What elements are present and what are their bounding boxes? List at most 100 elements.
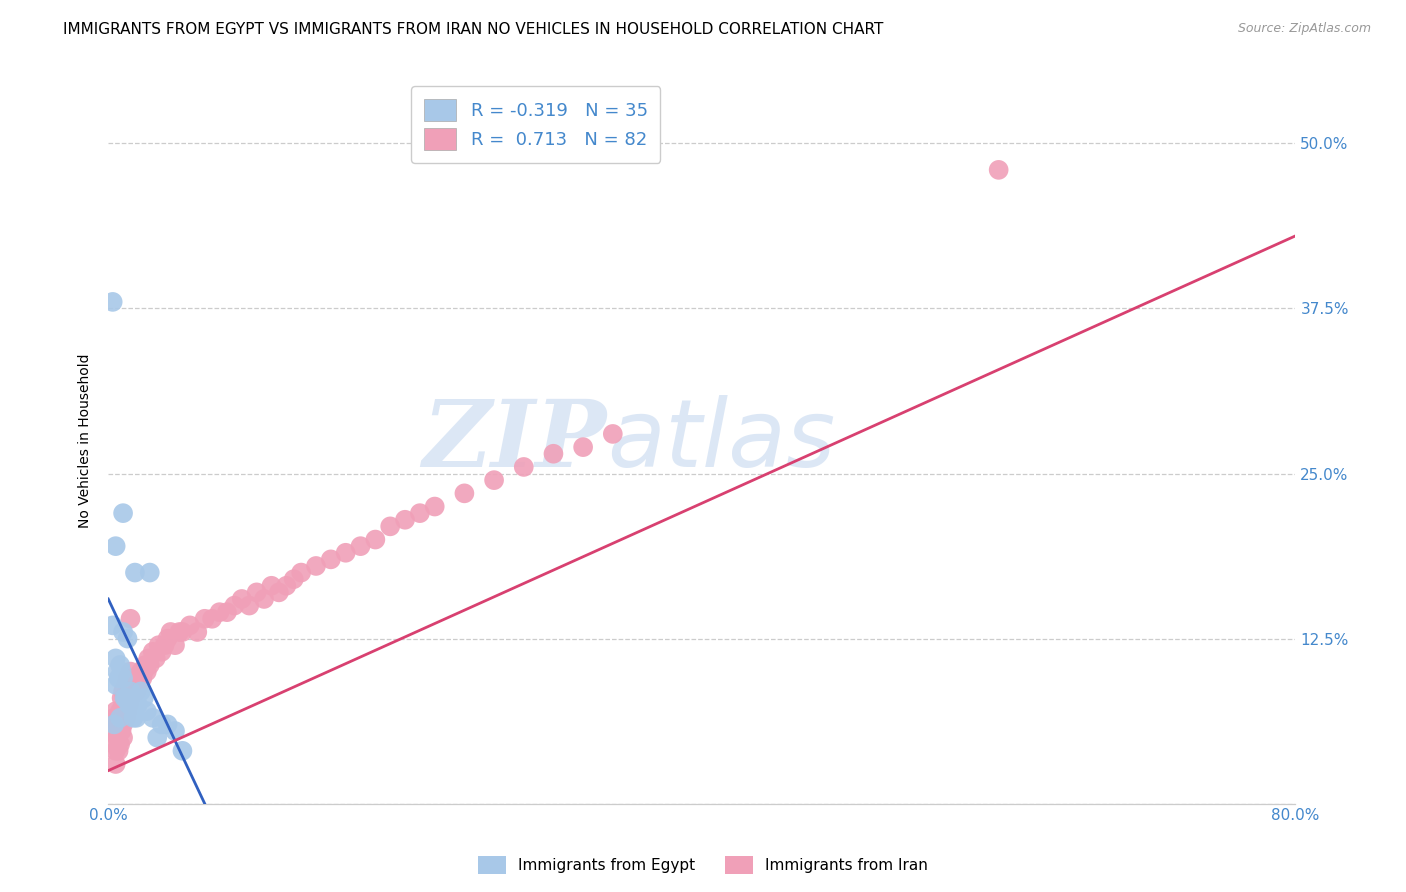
- Point: [453, 486, 475, 500]
- Point: [108, 657, 131, 672]
- Point: [112, 506, 135, 520]
- Point: [139, 657, 162, 672]
- Point: [482, 473, 505, 487]
- Legend: R = -0.319   N = 35, R =  0.713   N = 82: R = -0.319 N = 35, R = 0.713 N = 82: [411, 87, 661, 163]
- Point: [107, 711, 129, 725]
- Point: [105, 665, 128, 679]
- Point: [246, 585, 269, 599]
- Point: [335, 546, 357, 560]
- Point: [124, 566, 146, 580]
- Point: [117, 632, 139, 646]
- Point: [132, 691, 155, 706]
- Point: [112, 731, 135, 745]
- Point: [104, 539, 127, 553]
- Text: Source: ZipAtlas.com: Source: ZipAtlas.com: [1237, 22, 1371, 36]
- Point: [112, 717, 135, 731]
- Point: [110, 691, 132, 706]
- Point: [135, 665, 157, 679]
- Point: [231, 591, 253, 606]
- Point: [125, 711, 148, 725]
- Point: [150, 717, 173, 731]
- Point: [107, 744, 129, 758]
- Point: [380, 519, 402, 533]
- Point: [112, 671, 135, 685]
- Text: IMMIGRANTS FROM EGYPT VS IMMIGRANTS FROM IRAN NO VEHICLES IN HOUSEHOLD CORRELATI: IMMIGRANTS FROM EGYPT VS IMMIGRANTS FROM…: [63, 22, 883, 37]
- Point: [128, 678, 150, 692]
- Point: [267, 585, 290, 599]
- Point: [107, 671, 129, 685]
- Point: [172, 744, 194, 758]
- Point: [112, 684, 135, 698]
- Point: [163, 638, 186, 652]
- Point: [156, 632, 179, 646]
- Point: [120, 698, 142, 712]
- Point: [186, 624, 208, 639]
- Point: [101, 618, 124, 632]
- Point: [115, 711, 138, 725]
- Point: [238, 599, 260, 613]
- Point: [987, 162, 1010, 177]
- Point: [117, 704, 139, 718]
- Point: [127, 671, 149, 685]
- Point: [283, 572, 305, 586]
- Point: [253, 591, 276, 606]
- Point: [103, 717, 125, 731]
- Point: [150, 645, 173, 659]
- Point: [543, 447, 565, 461]
- Point: [394, 513, 416, 527]
- Point: [208, 605, 231, 619]
- Point: [104, 744, 127, 758]
- Point: [118, 698, 141, 712]
- Point: [132, 665, 155, 679]
- Point: [134, 657, 156, 672]
- Point: [121, 684, 143, 698]
- Point: [114, 691, 136, 706]
- Point: [105, 731, 128, 745]
- Point: [194, 612, 217, 626]
- Text: ZIP: ZIP: [423, 395, 607, 485]
- Point: [156, 717, 179, 731]
- Point: [122, 678, 145, 692]
- Point: [139, 566, 162, 580]
- Point: [201, 612, 224, 626]
- Point: [120, 665, 142, 679]
- Point: [103, 711, 125, 725]
- Point: [129, 684, 152, 698]
- Point: [114, 691, 136, 706]
- Point: [305, 558, 328, 573]
- Point: [172, 624, 194, 639]
- Point: [120, 684, 142, 698]
- Point: [142, 645, 165, 659]
- Point: [423, 500, 446, 514]
- Point: [112, 624, 135, 639]
- Point: [260, 579, 283, 593]
- Point: [101, 724, 124, 739]
- Point: [120, 691, 142, 706]
- Point: [104, 704, 127, 718]
- Point: [115, 691, 138, 706]
- Point: [224, 599, 246, 613]
- Point: [118, 698, 141, 712]
- Point: [142, 711, 165, 725]
- Point: [145, 651, 167, 665]
- Point: [104, 651, 127, 665]
- Text: atlas: atlas: [607, 395, 835, 486]
- Point: [121, 698, 143, 712]
- Point: [110, 724, 132, 739]
- Point: [349, 539, 371, 553]
- Point: [146, 731, 169, 745]
- Point: [104, 678, 127, 692]
- Point: [572, 440, 595, 454]
- Point: [215, 605, 238, 619]
- Point: [105, 717, 128, 731]
- Point: [104, 757, 127, 772]
- Point: [108, 711, 131, 725]
- Point: [179, 618, 201, 632]
- Point: [319, 552, 342, 566]
- Point: [124, 671, 146, 685]
- Y-axis label: No Vehicles in Household: No Vehicles in Household: [79, 353, 93, 528]
- Point: [163, 724, 186, 739]
- Point: [115, 678, 138, 692]
- Legend: Immigrants from Egypt, Immigrants from Iran: Immigrants from Egypt, Immigrants from I…: [472, 850, 934, 880]
- Point: [364, 533, 387, 547]
